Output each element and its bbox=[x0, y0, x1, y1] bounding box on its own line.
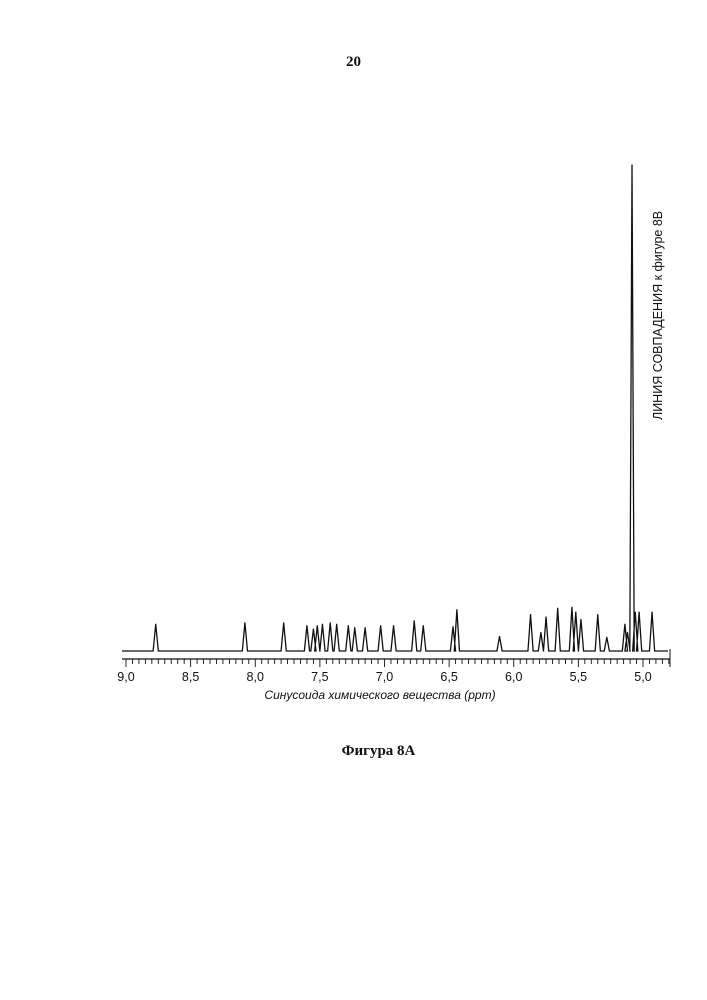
spectrum-peak bbox=[635, 612, 636, 613]
spectrum-peak bbox=[452, 626, 453, 627]
x-tick-label: 5,0 bbox=[634, 670, 651, 684]
spectrum-peak bbox=[557, 608, 558, 609]
x-tick-label: 6,0 bbox=[505, 670, 522, 684]
spectrum-peak bbox=[575, 612, 576, 613]
x-tick-label: 7,0 bbox=[376, 670, 393, 684]
spectrum-peak bbox=[354, 627, 355, 628]
spectrum-peak bbox=[393, 625, 394, 626]
x-tick-label: 8,5 bbox=[182, 670, 199, 684]
x-tick-label: 6,5 bbox=[440, 670, 457, 684]
spectrum-peak bbox=[423, 625, 424, 626]
spectrum-peak bbox=[322, 624, 323, 625]
spectrum-peak bbox=[155, 624, 156, 625]
spectrum-peak bbox=[306, 625, 307, 626]
match-line-annotation: ЛИНИЯ СОВПАДЕНИЯ к фигуре 8В bbox=[651, 211, 665, 420]
figure-caption: Фигура 8A bbox=[0, 743, 707, 760]
spectrum-peak bbox=[597, 614, 598, 615]
spectrum-peak bbox=[317, 625, 318, 626]
spectrum-peak bbox=[540, 632, 541, 633]
spectrum-peak bbox=[580, 619, 581, 620]
x-axis-ticks bbox=[126, 649, 670, 667]
nmr-spectrum-chart: 9,0 8,5 8,0 7,5 7,0 6,5 6,0 5,5 5,0 Синусоида хи… bbox=[0, 0, 707, 720]
x-axis-tick-labels: 9,0 8,5 8,0 7,5 7,0 6,5 6,0 5,5 5,0 bbox=[117, 670, 651, 684]
spectrum-peak bbox=[283, 622, 284, 623]
spectrum-peak bbox=[456, 609, 457, 610]
spectrum-peak bbox=[414, 620, 415, 621]
spectrum-peak bbox=[571, 607, 572, 608]
spectrum-peak bbox=[365, 627, 366, 628]
spectrum-peak bbox=[313, 629, 314, 630]
x-tick-label: 5,5 bbox=[570, 670, 587, 684]
x-tick-label: 8,0 bbox=[247, 670, 264, 684]
spectrum-peak bbox=[624, 624, 625, 625]
x-tick-label: 7,5 bbox=[311, 670, 328, 684]
spectrum-trace bbox=[122, 165, 668, 651]
spectrum-peak bbox=[330, 622, 331, 623]
spectrum-peak bbox=[244, 622, 245, 623]
spectrum-peak bbox=[380, 625, 381, 626]
spectrum-peak bbox=[545, 616, 546, 617]
x-axis-label: Синусоида химического вещества (ppm) bbox=[264, 688, 495, 702]
spectrum-peak bbox=[651, 612, 652, 613]
spectrum-peak bbox=[639, 612, 640, 613]
spectrum-peak bbox=[499, 636, 500, 637]
spectrum-peak bbox=[348, 625, 349, 626]
spectrum-peak bbox=[631, 164, 632, 165]
spectrum-peak bbox=[530, 614, 531, 615]
spectrum-peak bbox=[336, 624, 337, 625]
x-tick-label: 9,0 bbox=[117, 670, 134, 684]
spectrum-peak bbox=[606, 637, 607, 638]
spectrum-peak bbox=[627, 632, 628, 633]
